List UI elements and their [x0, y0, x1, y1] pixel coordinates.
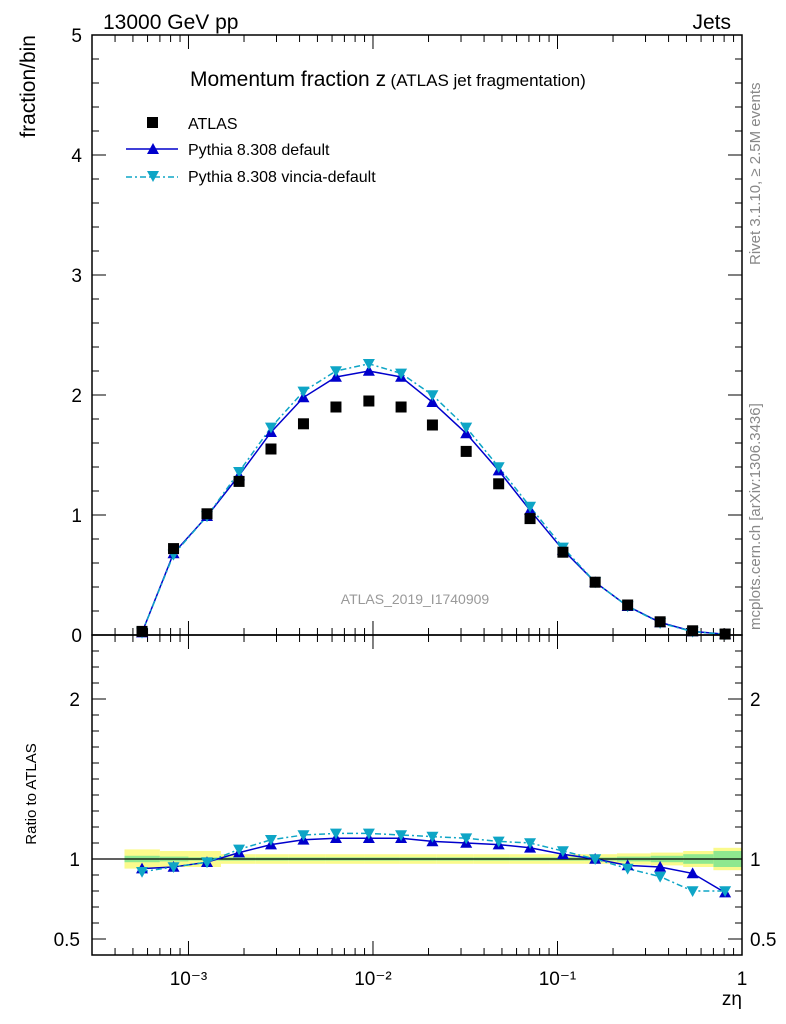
point-atlas: [265, 443, 277, 455]
chart-title-sub: (ATLAS jet fragmentation): [391, 71, 586, 90]
header-process-label: Jets: [692, 11, 731, 34]
ratio-point-vincia: [686, 886, 699, 897]
y-tick-label: 2: [71, 386, 82, 407]
x-tick-label: 10⁻³: [170, 969, 208, 990]
chart-title-main: Momentum fraction z: [190, 68, 386, 91]
ratio-tick-label-left: 1: [69, 850, 80, 871]
ratio-tick-label-left: 2: [69, 690, 80, 711]
legend-marker-atlas: [147, 117, 158, 128]
ratio-point-vincia: [297, 830, 310, 841]
x-tick-label: 1: [737, 969, 748, 990]
point-atlas: [297, 418, 309, 430]
ratio-y-axis-label: Ratio to ATLAS: [23, 743, 40, 844]
ratio-point-vincia: [329, 828, 342, 840]
point-atlas: [201, 508, 213, 520]
point-default: [362, 365, 375, 376]
legend: ATLAS Pythia 8.308 default Pythia 8.308 …: [126, 116, 376, 186]
ratio-point-vincia: [460, 833, 473, 845]
ratio-tick-label-right: 1: [750, 850, 761, 871]
point-atlas: [719, 628, 731, 640]
point-atlas: [654, 616, 666, 628]
point-atlas: [233, 475, 245, 487]
analysis-label: ATLAS_2019_I1740909: [341, 591, 490, 607]
point-atlas: [363, 395, 375, 407]
uncertainty-bands: [92, 847, 742, 871]
ratio-point-vincia: [589, 854, 602, 865]
ratio-point-vincia: [200, 857, 213, 869]
x-axis-label: zη: [722, 989, 742, 1010]
point-atlas: [524, 513, 536, 525]
ratio-point-vincia: [233, 844, 246, 856]
ratio-point-default: [654, 861, 667, 872]
point-vincia: [297, 386, 310, 398]
y-tick-label: 5: [71, 26, 82, 47]
y-tick-label: 3: [71, 266, 82, 287]
ratio-point-default: [686, 867, 699, 879]
ratio-panel-series: [136, 828, 732, 898]
point-atlas: [493, 478, 505, 490]
ratio-point-vincia: [524, 838, 537, 849]
ratio-point-vincia: [362, 828, 375, 840]
ratio-point-vincia: [719, 886, 732, 897]
rivet-version-label: Rivet 3.1.10, ≥ 2.5M events: [747, 83, 764, 266]
ratio-point-vincia: [556, 846, 569, 857]
ratio-point-vincia: [426, 831, 439, 843]
mcplots-reference-label: mcplots.cern.ch [arXiv:1306.3436]: [747, 403, 764, 630]
ratio-point-vincia: [621, 863, 634, 875]
point-atlas: [330, 401, 342, 413]
point-vincia: [233, 467, 246, 478]
y-tick-label: 1: [71, 506, 82, 527]
legend-label-default: Pythia 8.308 default: [188, 142, 330, 159]
point-vincia: [264, 422, 277, 434]
legend-marker-default: [147, 143, 159, 154]
point-vincia: [426, 390, 439, 401]
x-tick-label: 10⁻¹: [539, 969, 577, 990]
ratio-point-vincia: [136, 867, 149, 878]
point-vincia: [524, 501, 537, 513]
legend-label-vincia: Pythia 8.308 vincia-default: [188, 169, 376, 186]
ratio-tick-label-right: 2: [750, 690, 761, 711]
chart-title: Momentum fraction z (ATLAS jet fragmenta…: [190, 68, 586, 91]
ratio-tick-label-left: 0.5: [54, 930, 80, 951]
point-atlas: [589, 576, 601, 588]
point-default: [426, 396, 439, 407]
ratio-point-vincia: [492, 836, 505, 848]
point-atlas: [426, 419, 438, 431]
point-vincia: [362, 359, 375, 370]
ratio-tick-label-right: 0.5: [750, 930, 776, 951]
ratio-line-default: [141, 837, 726, 894]
y-tick-label: 4: [71, 146, 82, 167]
point-vincia: [492, 462, 505, 473]
point-atlas: [168, 543, 180, 555]
ratio-point-vincia: [395, 830, 408, 841]
x-tick-label: 10⁻²: [354, 969, 392, 990]
point-atlas: [622, 599, 634, 611]
point-vincia: [460, 422, 473, 434]
point-atlas: [460, 445, 472, 457]
main-panel-series: [136, 359, 732, 641]
ratio-point-vincia: [654, 871, 667, 883]
header-energy-label: 13000 GeV pp: [103, 11, 238, 34]
ratio-panel-frame: [91, 634, 743, 956]
ratio-point-vincia: [264, 835, 277, 846]
point-atlas: [395, 401, 407, 413]
point-atlas: [136, 625, 148, 637]
point-vincia: [329, 366, 342, 377]
point-vincia: [395, 368, 408, 380]
y-tick-label: 0: [71, 626, 82, 647]
point-atlas: [687, 625, 699, 637]
legend-marker-vincia: [147, 171, 159, 182]
ratio-point-vincia: [167, 862, 180, 873]
legend-label-atlas: ATLAS: [188, 116, 238, 133]
point-atlas: [557, 546, 569, 558]
y-axis-label: fraction/bin: [17, 35, 40, 138]
